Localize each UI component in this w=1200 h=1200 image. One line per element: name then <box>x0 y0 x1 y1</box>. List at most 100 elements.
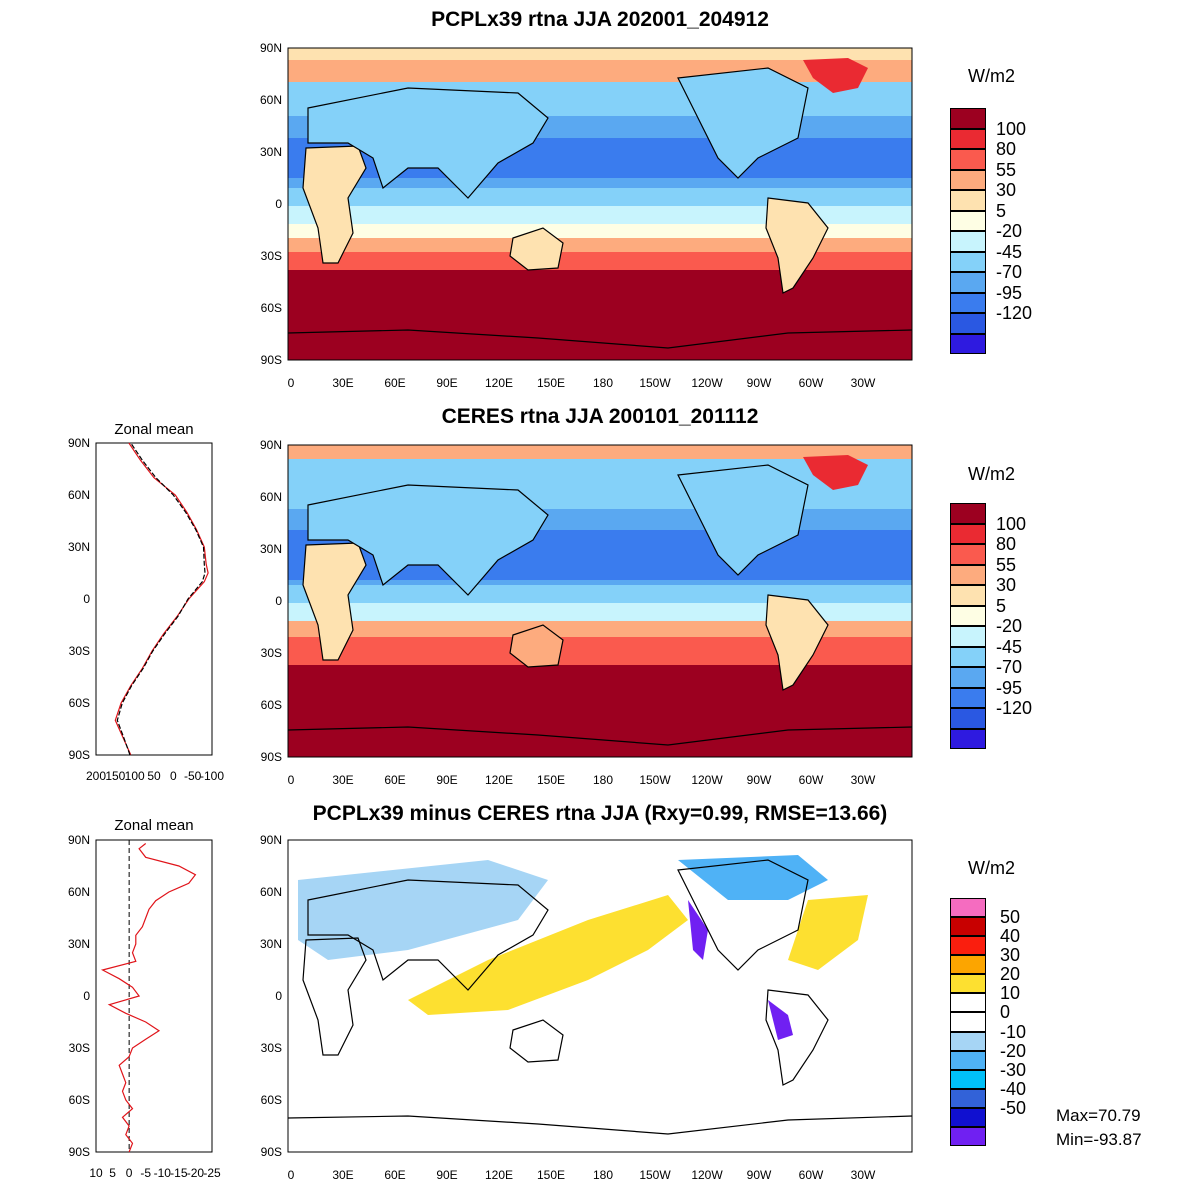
coastline-australia <box>509 227 564 271</box>
map-lon-tick: 60E <box>384 773 406 787</box>
panel1-colorbar-label: 55 <box>996 159 1017 180</box>
panel1-map <box>287 47 913 361</box>
map-lat-tick: 90N <box>259 833 282 847</box>
zonal-mean-title-obs: Zonal mean <box>114 421 194 438</box>
zonal-mean-plot-diff <box>95 839 213 1153</box>
coastline-south-america <box>765 989 829 1086</box>
zonal-frame <box>95 442 213 756</box>
panel1-colorbar-swatch <box>950 210 986 231</box>
map-lon-tick: 60W <box>798 773 824 787</box>
map-lon-tick: 150E <box>536 1168 566 1182</box>
panel2-colorbar-swatch <box>950 687 986 708</box>
map-lat-tick: 60N <box>259 885 282 899</box>
map-lon-tick: 90W <box>746 773 772 787</box>
panel2-colorbar-swatch <box>950 667 986 688</box>
panel1-colorbar-swatch <box>950 272 986 293</box>
panel2-colorbar-swatch <box>950 708 986 729</box>
map-lat-tick: 30N <box>259 145 282 159</box>
zonal-x-tick-diff: 10 <box>89 1166 103 1180</box>
zonal-lat-tick: 30S <box>68 644 90 658</box>
panel2-colorbar-swatch <box>950 564 986 585</box>
coastline-africa <box>302 937 367 1056</box>
panel2-title: CERES rtna JJA 200101_201112 <box>441 405 759 428</box>
panel1-colorbar-swatch <box>950 108 986 129</box>
panel1-colorbar-swatch <box>950 333 986 354</box>
panel2-colorbar-swatch <box>950 523 986 544</box>
map-band <box>288 206 912 224</box>
panel1-colorbar-label: -120 <box>996 303 1033 323</box>
map-lon-tick: 120W <box>691 376 723 390</box>
map-band <box>288 621 912 637</box>
map-lon-tick: 180 <box>592 773 614 787</box>
map-lat-tick: 60S <box>260 301 282 315</box>
map-lon-tick: 60W <box>798 376 824 390</box>
map-lon-tick: 30E <box>332 773 354 787</box>
map-lon-tick: 60E <box>384 376 406 390</box>
coastline-north-america <box>677 67 809 179</box>
panel2-colorbar-swatch <box>950 544 986 565</box>
map-lon-tick: 180 <box>592 376 614 390</box>
map-lon-tick: 30E <box>332 1168 354 1182</box>
zonal-frame <box>95 839 213 1153</box>
zonal-mean-title-diff: Zonal mean <box>114 817 194 834</box>
map-frame <box>287 47 913 361</box>
zonal-series-obs <box>116 442 206 756</box>
panel2-colorbar-label: -120 <box>996 698 1033 718</box>
panel1-colorbar-label: 5 <box>996 200 1007 221</box>
panel2-colorbar-label: 55 <box>996 554 1017 575</box>
zonal-lat-tick: 30S <box>68 1041 90 1055</box>
map-lon-tick: 150W <box>639 773 671 787</box>
coastline-australia <box>509 624 564 668</box>
zonal-x-tick-obs: -50 <box>183 769 202 783</box>
coastline-antarctica <box>287 726 913 746</box>
zonal-lat-tick: 0 <box>83 592 90 606</box>
map-lat-tick: 90S <box>260 1145 282 1159</box>
map-lon-tick: 60E <box>384 1168 406 1182</box>
zonal-x-tick-diff: -15 <box>170 1166 188 1180</box>
zonal-x-tick-diff: 0 <box>125 1166 133 1180</box>
diff-negative-area <box>298 860 548 960</box>
zonal-series-diff <box>100 843 197 1153</box>
panel3-colorbar-swatch <box>950 1069 986 1089</box>
map-lon-tick: 90W <box>746 376 772 390</box>
map-lon-tick: 30W <box>850 773 876 787</box>
map-lat-tick: 30S <box>260 646 282 660</box>
panel2-colorbar-swatch <box>950 503 986 524</box>
panel1-colorbar-swatch <box>950 190 986 211</box>
panel2-colorbar-label: 5 <box>996 595 1007 616</box>
panel1-units: W/m2 <box>968 66 1015 86</box>
map-frame <box>287 839 913 1153</box>
panel2-colorbar-swatch <box>950 605 986 626</box>
coastline-south-america <box>765 594 829 691</box>
panel3-colorbar-label: 20 <box>1000 964 1021 985</box>
map-lon-tick: 120E <box>484 773 514 787</box>
panel2-colorbar-swatch <box>950 585 986 606</box>
panel3-colorbar-swatch <box>950 1088 986 1108</box>
map-lon-tick: 0 <box>287 1168 295 1182</box>
panel2-colorbar-swatch <box>950 728 986 749</box>
panel1-colorbar-label: -20 <box>996 221 1023 241</box>
panel1-colorbar-label: 80 <box>996 139 1017 159</box>
panel3-colorbar-label: -40 <box>1000 1078 1027 1099</box>
coastline-africa <box>302 145 367 264</box>
map-band <box>288 665 912 757</box>
coastline-north-america <box>677 464 809 576</box>
panel3-colorbar-swatch <box>950 974 986 994</box>
zonal-lat-tick: 0 <box>83 989 90 1003</box>
zonal-lat-tick: 60N <box>67 488 90 502</box>
map-lat-tick: 90S <box>260 353 282 367</box>
panel2-colorbar-label: -45 <box>996 636 1023 657</box>
map-lat-tick: 90S <box>260 750 282 764</box>
zonal-lat-tick: 60N <box>67 885 90 899</box>
zonal-x-tick-obs: 150 <box>105 769 126 783</box>
panel1-colorbar-swatch <box>950 313 986 334</box>
diff-positive-area <box>408 895 688 1015</box>
map-lon-tick: 180 <box>592 1168 614 1182</box>
diff-positive-area <box>788 895 868 970</box>
panel3-colorbar-swatch <box>950 1126 986 1146</box>
map-lat-tick: 90N <box>259 438 282 452</box>
panel1-colorbar-swatch <box>950 169 986 190</box>
coastline-south-america <box>765 197 829 294</box>
map-lon-tick: 150E <box>536 376 566 390</box>
zonal-x-tick-diff: -10 <box>153 1166 171 1180</box>
